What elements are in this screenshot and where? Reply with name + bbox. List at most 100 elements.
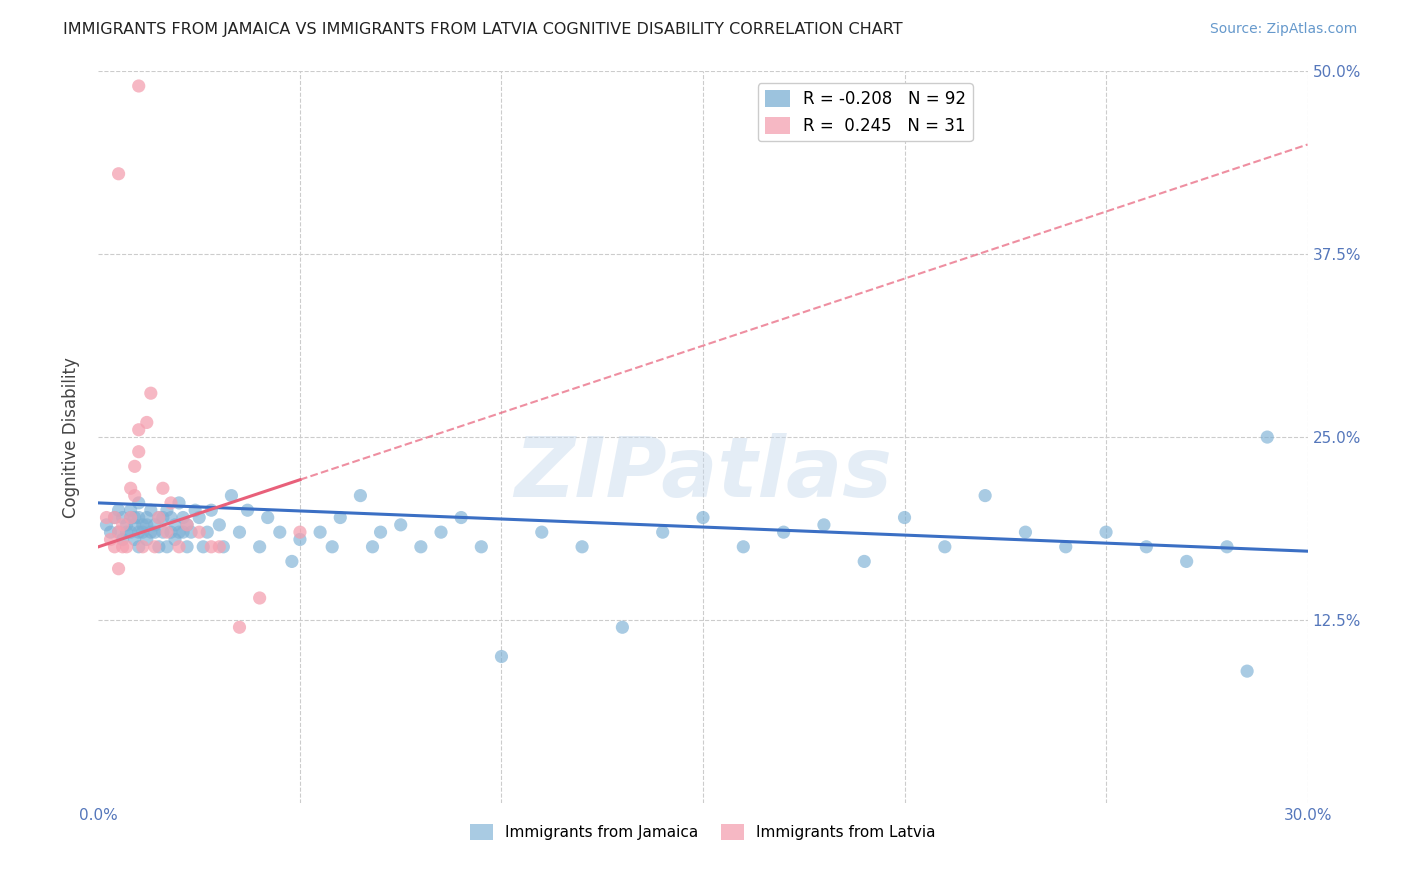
Point [135,517,157,532]
Point [249,591,271,605]
Point [115,525,138,540]
Point [111,510,134,524]
Point [132,540,155,554]
Point [228,525,250,540]
Point [120,503,142,517]
Point [124,489,146,503]
Point [172,525,194,540]
Point [135,533,157,547]
Point [103,510,125,524]
Point [124,510,146,524]
Point [156,503,179,517]
Point [1236,664,1258,678]
Point [132,525,155,540]
Point [692,510,714,524]
Point [152,510,174,524]
Point [124,459,146,474]
Point [200,503,222,517]
Point [1175,554,1198,568]
Point [128,510,150,524]
Legend: Immigrants from Jamaica, Immigrants from Latvia: Immigrants from Jamaica, Immigrants from… [464,818,942,847]
Point [152,525,174,540]
Point [1014,525,1036,540]
Point [409,540,432,554]
Point [107,525,129,540]
Point [160,510,183,524]
Point [193,540,215,554]
Point [167,540,190,554]
Point [195,525,218,540]
Point [430,525,453,540]
Point [309,525,332,540]
Point [111,533,134,547]
Point [132,517,155,532]
Point [329,510,352,524]
Point [115,517,138,532]
Point [974,489,997,503]
Point [148,510,170,524]
Point [370,525,392,540]
Point [124,517,146,532]
Point [269,525,291,540]
Point [288,525,311,540]
Point [143,517,166,532]
Point [148,510,170,524]
Point [163,533,186,547]
Point [135,510,157,524]
Point [139,386,162,401]
Text: ZIPatlas: ZIPatlas [515,434,891,514]
Point [256,510,278,524]
Point [156,540,179,554]
Point [120,525,142,540]
Point [281,554,304,568]
Text: IMMIGRANTS FROM JAMAICA VS IMMIGRANTS FROM LATVIA COGNITIVE DISABILITY CORRELATI: IMMIGRANTS FROM JAMAICA VS IMMIGRANTS FR… [63,22,903,37]
Point [236,503,259,517]
Point [184,503,207,517]
Point [96,517,118,532]
Point [100,525,122,540]
Point [111,517,134,532]
Point [249,540,271,554]
Point [212,540,235,554]
Point [1216,540,1239,554]
Point [228,620,250,634]
Point [172,510,194,524]
Point [115,540,138,554]
Point [893,510,915,524]
Point [180,525,202,540]
Point [853,554,876,568]
Point [139,503,162,517]
Text: Source: ZipAtlas.com: Source: ZipAtlas.com [1209,22,1357,37]
Point [361,540,384,554]
Point [470,540,492,554]
Point [128,444,150,458]
Point [120,510,142,524]
Point [120,510,142,524]
Point [772,525,794,540]
Point [208,517,231,532]
Point [188,525,211,540]
Point [167,496,190,510]
Point [813,517,835,532]
Point [128,496,150,510]
Point [221,489,243,503]
Point [934,540,956,554]
Point [128,78,150,93]
Point [571,540,593,554]
Point [103,540,125,554]
Point [1054,540,1077,554]
Y-axis label: Cognitive Disability: Cognitive Disability [62,357,80,517]
Point [733,540,755,554]
Point [143,525,166,540]
Point [128,423,150,437]
Point [107,562,129,576]
Point [176,517,198,532]
Point [128,525,150,540]
Point [160,525,183,540]
Point [1256,430,1278,444]
Point [200,540,222,554]
Point [612,620,634,634]
Point [651,525,673,540]
Point [124,533,146,547]
Point [208,540,231,554]
